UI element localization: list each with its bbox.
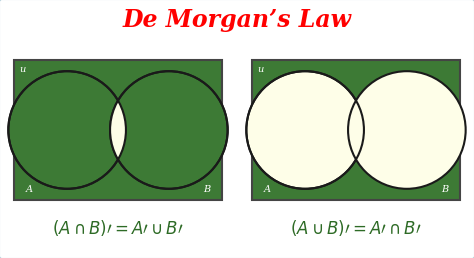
Circle shape [348, 71, 465, 189]
Circle shape [9, 71, 126, 189]
Bar [14, 60, 222, 200]
Text: De Morgan’s Law: De Morgan’s Law [122, 8, 352, 32]
Bar [252, 60, 460, 200]
Polygon shape [110, 101, 126, 159]
Text: B: B [441, 185, 448, 194]
Text: $(A\cup B)\prime = A\prime\cap B\prime$: $(A\cup B)\prime = A\prime\cap B\prime$ [290, 218, 422, 238]
Text: u: u [19, 65, 25, 74]
Text: A: A [26, 185, 33, 194]
Text: $(A\cap B)\prime = A\prime\cup B\prime$: $(A\cap B)\prime = A\prime\cup B\prime$ [52, 218, 184, 238]
Text: A: A [264, 185, 271, 194]
Text: B: B [203, 185, 210, 194]
Circle shape [246, 71, 364, 189]
Text: u: u [257, 65, 263, 74]
Circle shape [110, 71, 228, 189]
